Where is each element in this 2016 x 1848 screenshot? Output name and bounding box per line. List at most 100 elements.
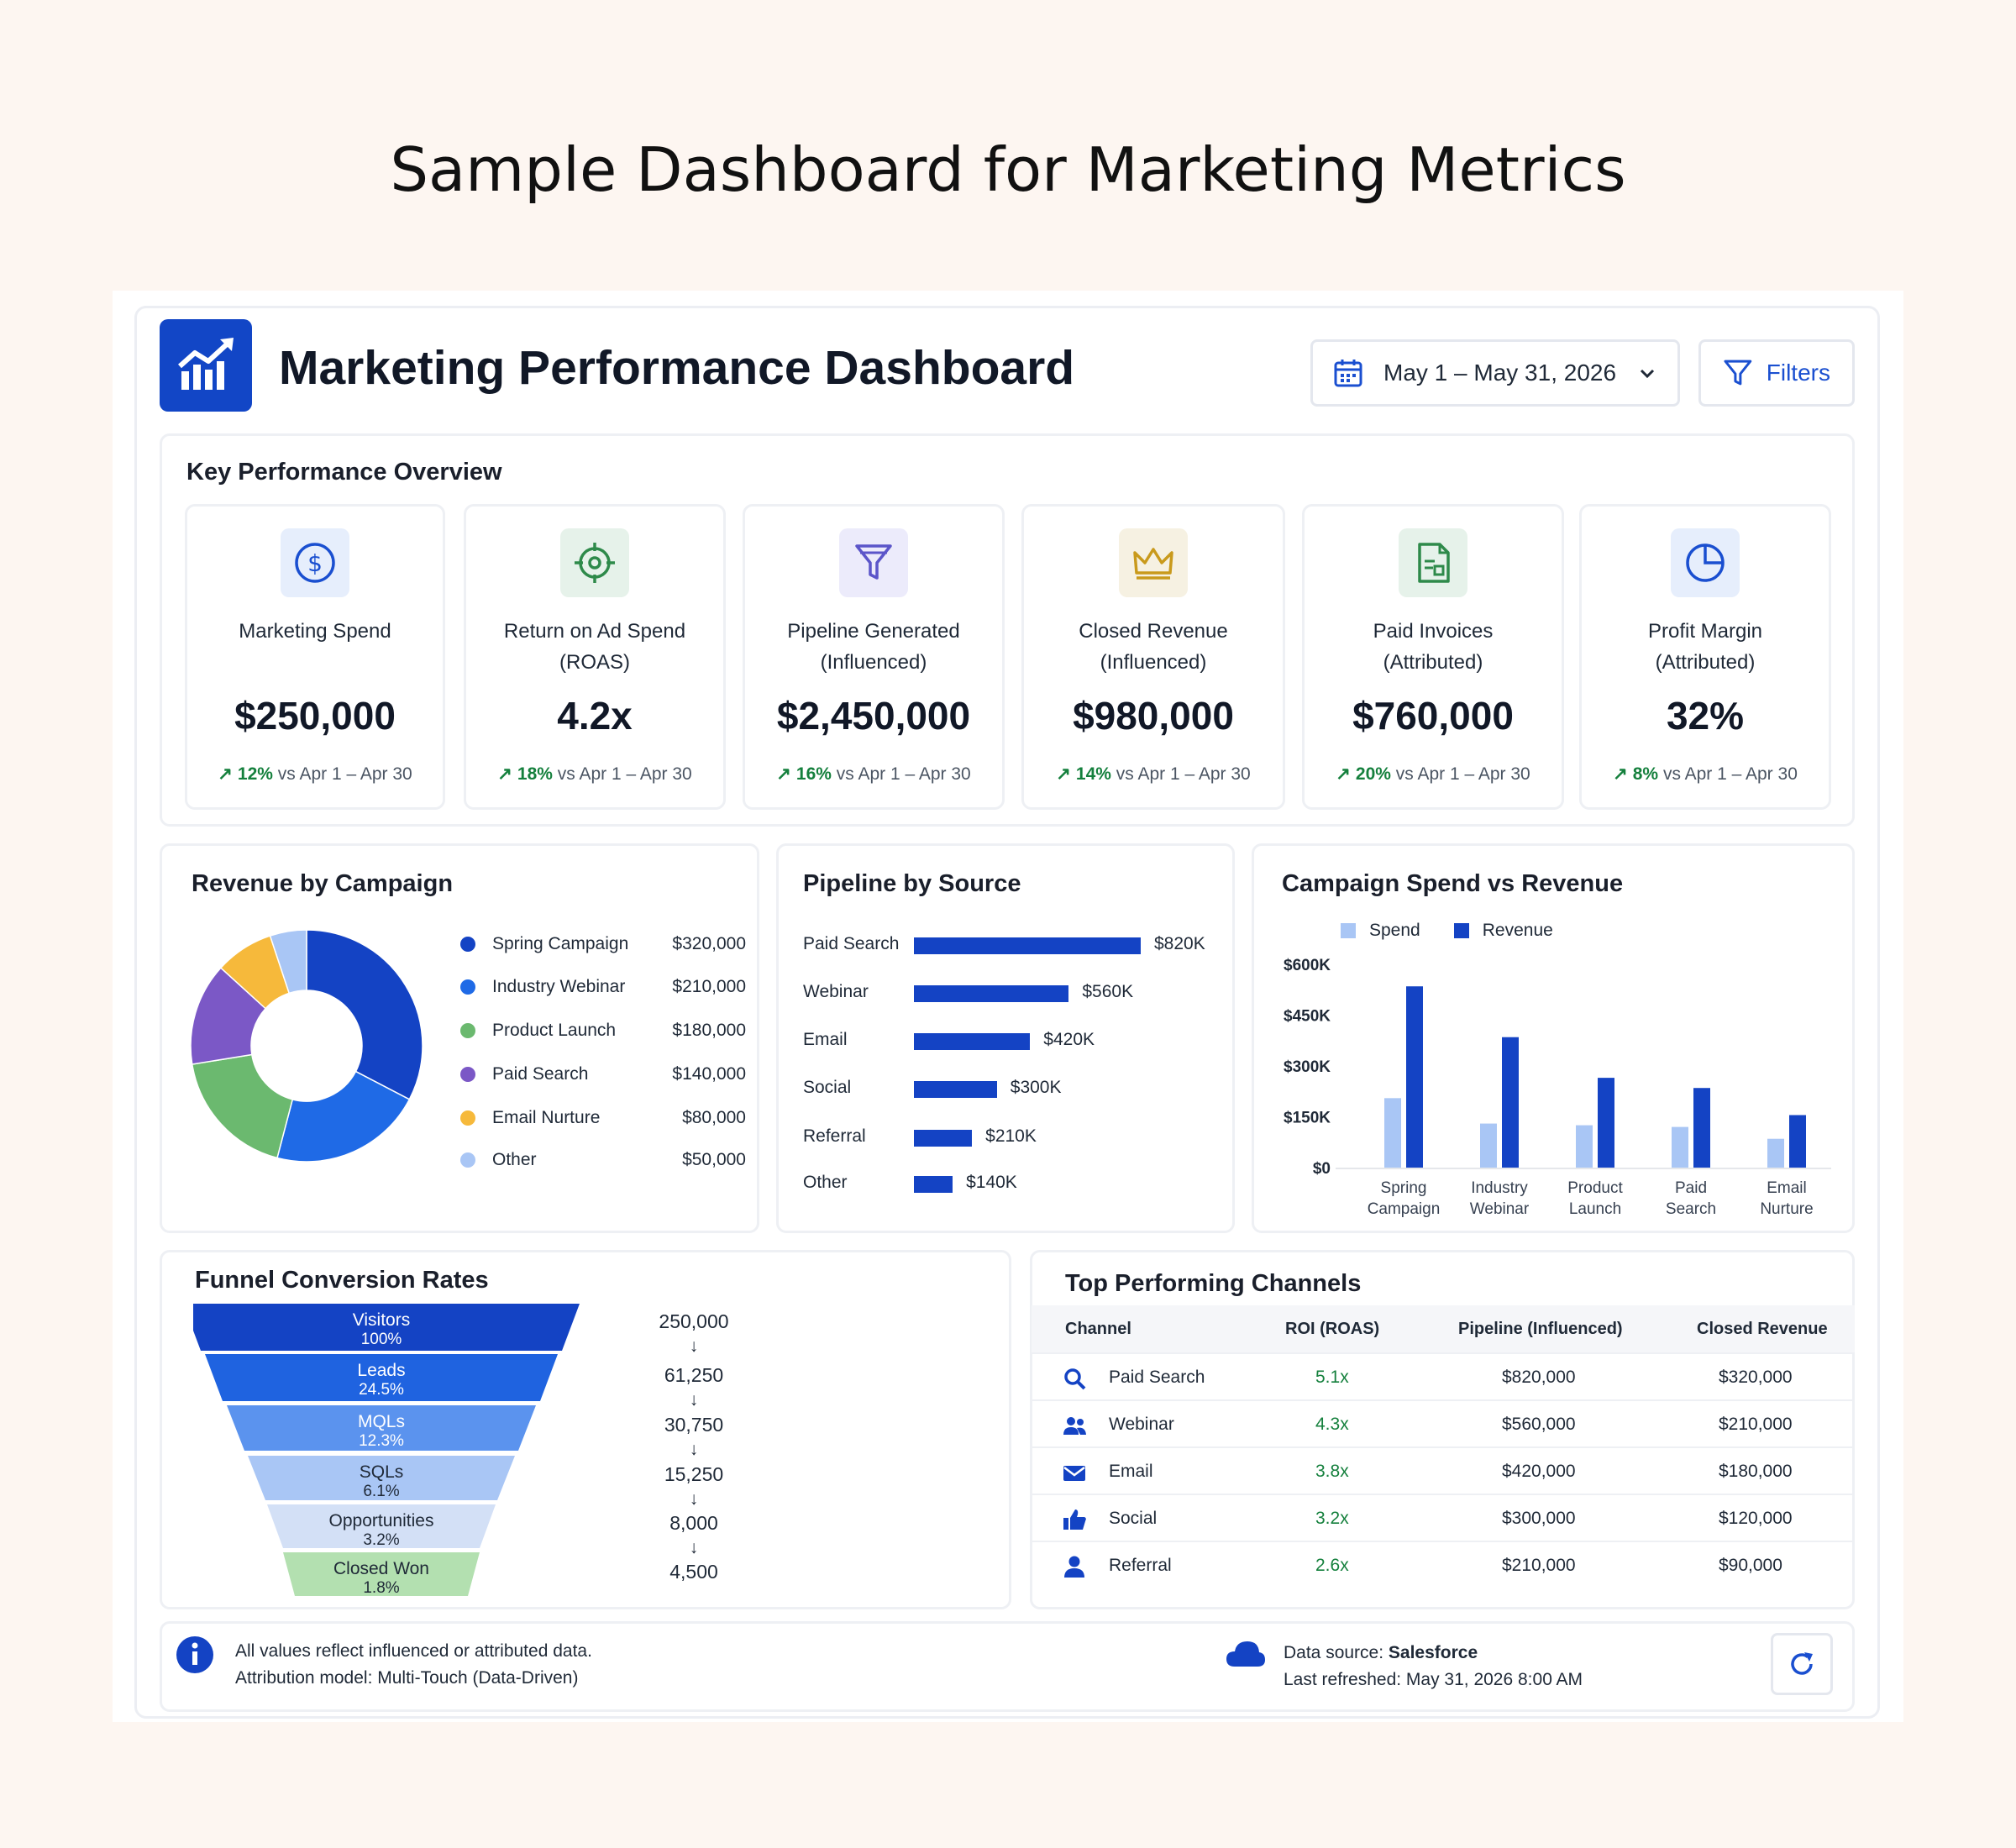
table-row[interactable]: Social 3.2x $300,000 $120,000 bbox=[1032, 1494, 1855, 1541]
kpi-delta-text: vs Apr 1 – Apr 30 bbox=[1395, 764, 1530, 784]
kpi-delta-text: vs Apr 1 – Apr 30 bbox=[836, 764, 971, 784]
legend-item: Other $50,000 bbox=[460, 1147, 746, 1173]
table-row[interactable]: Email 3.8x $420,000 $180,000 bbox=[1032, 1446, 1855, 1494]
table-row[interactable]: Webinar 4.3x $560,000 $210,000 bbox=[1032, 1399, 1855, 1446]
legend-dot bbox=[460, 1023, 475, 1038]
table-row[interactable]: Referral 2.6x $210,000 $90,000 bbox=[1032, 1541, 1855, 1588]
cloud-icon bbox=[1226, 1641, 1265, 1667]
kpi-label: Closed Revenue bbox=[1079, 620, 1228, 643]
pipeline-value-label: $140K bbox=[966, 1173, 1017, 1192]
chart-title: Campaign Spend vs Revenue bbox=[1282, 870, 1624, 897]
table-row[interactable]: Paid Search 5.1x $820,000 $320,000 bbox=[1032, 1352, 1855, 1399]
kpi-delta-pct: 8% bbox=[1632, 764, 1659, 784]
kpi-card-roas: Return on Ad Spend (ROAS) 4.2x ↗ 18% vs Ap… bbox=[464, 504, 726, 810]
donut-slice bbox=[191, 1053, 294, 1159]
channel-revenue: $210,000 bbox=[1719, 1415, 1793, 1434]
x-tick-label: Spring bbox=[1381, 1179, 1427, 1197]
channel-revenue: $120,000 bbox=[1719, 1509, 1793, 1528]
legend-label: Paid Search bbox=[492, 1064, 589, 1084]
column-header-pipeline[interactable]: Pipeline (Influenced) bbox=[1458, 1320, 1623, 1338]
trend-up-icon: ↗ bbox=[776, 764, 791, 784]
legend-label: Spring Campaign bbox=[492, 934, 629, 953]
kpi-value: 32% bbox=[1666, 694, 1745, 738]
kpi-delta-text: vs Apr 1 – Apr 30 bbox=[1662, 764, 1798, 784]
legend-dot bbox=[460, 1152, 475, 1168]
pipeline-value-label: $300K bbox=[1010, 1078, 1062, 1097]
funnel-stage-pct: 100% bbox=[361, 1331, 402, 1348]
kpi-label: Profit Margin bbox=[1647, 620, 1763, 643]
legend-value: $140,000 bbox=[672, 1064, 746, 1084]
search-icon bbox=[1062, 1366, 1087, 1391]
date-range-label: May 1 – May 31, 2026 bbox=[1383, 360, 1617, 386]
bar-revenue bbox=[1502, 1037, 1519, 1168]
funnel-stage-name: Closed Won bbox=[333, 1559, 429, 1578]
column-header-roi[interactable]: ROI (ROAS) bbox=[1285, 1320, 1380, 1338]
funnel-stage-pct: 1.8% bbox=[363, 1579, 399, 1597]
pipeline-source-label: Other bbox=[803, 1173, 848, 1192]
kpi-label: Marketing Spend bbox=[239, 620, 391, 643]
legend-item: Email Nurture $80,000 bbox=[460, 1105, 746, 1131]
pipeline-source-label: Social bbox=[803, 1078, 852, 1097]
kpi-delta-text: vs Apr 1 – Apr 30 bbox=[1116, 764, 1251, 784]
y-tick-label: $300K bbox=[1284, 1058, 1331, 1076]
legend-value: $80,000 bbox=[682, 1108, 746, 1127]
data-source-label: Data source: bbox=[1284, 1643, 1384, 1662]
channel-roi: 4.3x bbox=[1315, 1415, 1349, 1434]
thumbs-up-icon bbox=[1062, 1507, 1087, 1532]
funnel-stage-pct: 24.5% bbox=[359, 1381, 404, 1399]
chevron-down-icon bbox=[1640, 369, 1655, 379]
legend-label-spend: Spend bbox=[1369, 921, 1420, 940]
kpi-value: $250,000 bbox=[234, 694, 396, 738]
legend-value: $320,000 bbox=[672, 934, 746, 953]
kpi-label: Pipeline Generated bbox=[787, 620, 960, 643]
column-header-revenue[interactable]: Closed Revenue bbox=[1697, 1320, 1828, 1338]
channels-title: Top Performing Channels bbox=[1065, 1270, 1362, 1297]
kpi-delta-pct: 18% bbox=[517, 764, 553, 784]
pipeline-value-label: $210K bbox=[985, 1126, 1037, 1146]
info-icon bbox=[176, 1636, 213, 1673]
funnel-count: 61,250 bbox=[664, 1364, 724, 1386]
column-header-channel[interactable]: Channel bbox=[1065, 1320, 1131, 1338]
funnel-stage-pct: 3.2% bbox=[363, 1531, 399, 1549]
kpi-value: $980,000 bbox=[1073, 694, 1234, 738]
chart-legend: Spend Revenue bbox=[1341, 921, 1553, 941]
funnel-stage bbox=[248, 1456, 515, 1500]
y-tick-label: $600K bbox=[1284, 957, 1331, 974]
funnel-count: 4,500 bbox=[669, 1561, 718, 1583]
calendar-icon bbox=[1334, 360, 1362, 387]
funnel-stage-pct: 12.3% bbox=[359, 1432, 404, 1450]
pipeline-by-source-card bbox=[776, 843, 1235, 1233]
pipeline-value-label: $560K bbox=[1082, 982, 1134, 1001]
refresh-button[interactable] bbox=[1771, 1633, 1833, 1695]
funnel-stage bbox=[193, 1304, 580, 1351]
date-range-picker[interactable]: May 1 – May 31, 2026 bbox=[1310, 339, 1680, 407]
refresh-icon bbox=[1791, 1652, 1813, 1675]
kpi-delta-pct: 12% bbox=[237, 764, 273, 784]
kpi-sublabel: (Attributed) bbox=[1383, 651, 1483, 674]
channel-pipeline: $210,000 bbox=[1502, 1556, 1576, 1575]
funnel-title: Funnel Conversion Rates bbox=[195, 1267, 489, 1294]
x-tick-label: Campaign bbox=[1368, 1200, 1441, 1218]
funnel-count: 30,750 bbox=[664, 1414, 724, 1436]
kpi-delta: ↗ 16% vs Apr 1 – Apr 30 bbox=[745, 764, 1002, 785]
kpi-delta-pct: 14% bbox=[1075, 764, 1111, 784]
bar-spend bbox=[1384, 1098, 1401, 1168]
revenue-by-campaign-card bbox=[160, 843, 759, 1233]
funnel-stage-name: Leads bbox=[357, 1361, 405, 1380]
channel-roi: 5.1x bbox=[1315, 1368, 1349, 1387]
funnel-stage bbox=[267, 1504, 496, 1548]
x-tick-label: Product bbox=[1567, 1179, 1623, 1197]
bar-spend bbox=[1480, 1123, 1497, 1168]
channel-name: Email bbox=[1109, 1462, 1153, 1481]
envelope-icon bbox=[1062, 1460, 1087, 1485]
channel-roi: 3.8x bbox=[1315, 1462, 1349, 1481]
last-refreshed: Last refreshed: May 31, 2026 8:00 AM bbox=[1284, 1670, 1583, 1689]
channel-pipeline: $300,000 bbox=[1502, 1509, 1576, 1528]
kpi-card-paid-invoices: Paid Invoices (Attributed) $760,000 ↗ 20% … bbox=[1302, 504, 1564, 810]
filters-button[interactable]: Filters bbox=[1698, 339, 1855, 407]
pipeline-bar bbox=[914, 1081, 997, 1098]
pipeline-bar bbox=[914, 1176, 953, 1193]
revenue-by-campaign-title: Revenue by Campaign bbox=[192, 870, 454, 897]
trend-up-icon: ↗ bbox=[218, 764, 233, 784]
